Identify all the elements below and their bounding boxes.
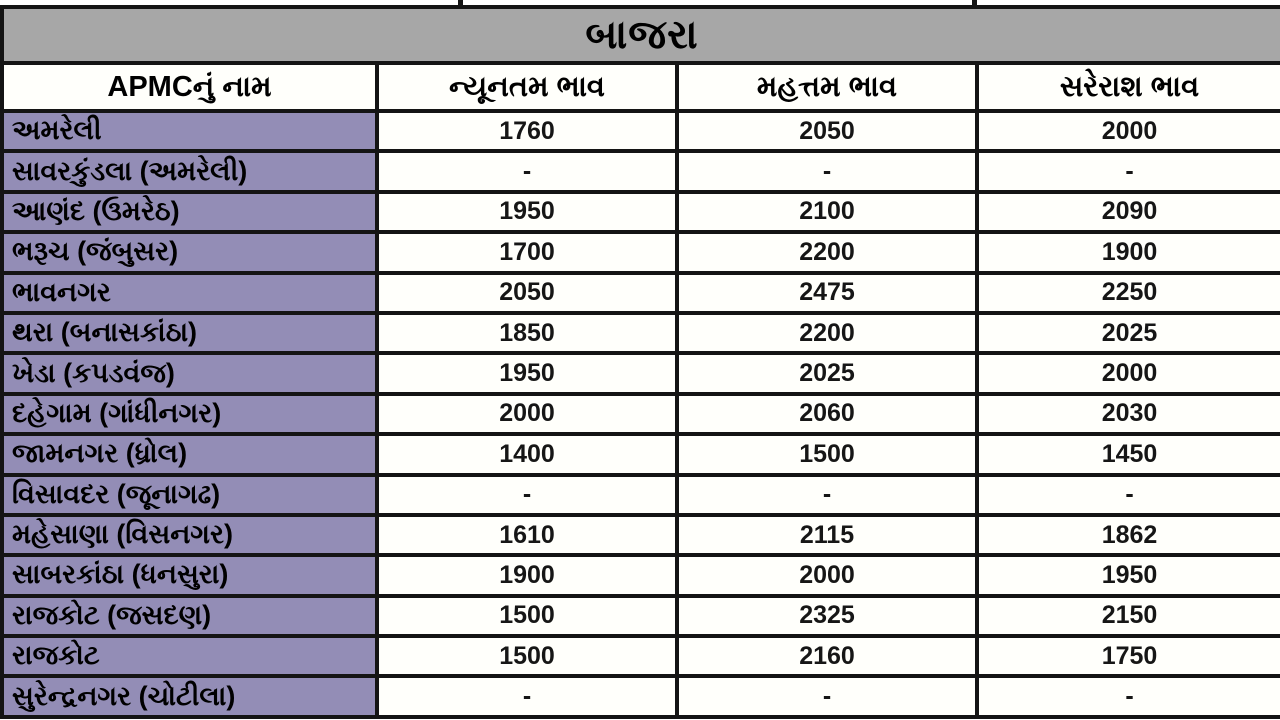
max-price-cell: 2060	[675, 391, 979, 437]
apmc-name-cell: મહેસાણા (વિસનગર)	[0, 512, 379, 558]
grid-line-stub	[972, 0, 977, 9]
table-row: વિસાવદર (જૂનાગઢ) - - -	[0, 472, 1280, 517]
avg-price-cell: 2150	[975, 593, 1280, 639]
column-header-row: APMCનું નામ ન્યૂનતમ ભાવ મહત્તમ ભાવ સરેરા…	[0, 61, 1280, 113]
apmc-name-cell: ખેડા (કપડવંજ)	[0, 351, 379, 396]
max-price-cell: 2000	[675, 553, 979, 598]
apmc-name-cell: રાજકોટ (જસદણ)	[0, 593, 379, 639]
min-price-cell: -	[375, 674, 679, 719]
table-row: જામનગર (ધ્રોલ) 1400 1500 1450	[0, 432, 1280, 477]
avg-price-cell: -	[975, 674, 1280, 719]
avg-price-cell: 2030	[975, 391, 1280, 437]
min-price-cell: 1500	[375, 593, 679, 639]
avg-price-cell: -	[975, 472, 1280, 517]
table-row: રાજકોટ 1500 2160 1750	[0, 634, 1280, 679]
table-row: અમરેલી 1760 2050 2000	[0, 108, 1280, 154]
apmc-name-cell: સુરેન્દ્રનગર (ચોટીલા)	[0, 674, 379, 719]
table-row: ખેડા (કપડવંજ) 1950 2025 2000	[0, 351, 1280, 396]
avg-price-cell: 2025	[975, 310, 1280, 356]
max-price-cell: 2025	[675, 351, 979, 396]
min-price-cell: 1850	[375, 310, 679, 356]
apmc-name-cell: જામનગર (ધ્રોલ)	[0, 432, 379, 477]
apmc-name-cell: સાવરકુંડલા (અમરેલી)	[0, 149, 379, 194]
max-price-cell: 2325	[675, 593, 979, 639]
table-row: ભાવનગર 2050 2475 2250	[0, 270, 1280, 315]
max-price-cell: 2200	[675, 230, 979, 275]
apmc-name-cell: દહેગામ (ગાંધીનગર)	[0, 391, 379, 437]
max-price-cell: 1500	[675, 432, 979, 477]
min-price-cell: -	[375, 149, 679, 194]
avg-price-cell: 1900	[975, 230, 1280, 275]
avg-price-cell: 2250	[975, 270, 1280, 315]
table-row: સાબરકાંઠા (ધનસુરા) 1900 2000 1950	[0, 553, 1280, 598]
avg-price-cell: 2000	[975, 351, 1280, 396]
column-header-apmc-name: APMCનું નામ	[0, 61, 379, 113]
table-row: થરા (બનાસકાંઠા) 1850 2200 2025	[0, 310, 1280, 356]
max-price-cell: 2475	[675, 270, 979, 315]
table-row: દહેગામ (ગાંધીનગર) 2000 2060 2030	[0, 391, 1280, 437]
column-header-max-price: મહત્તમ ભાવ	[675, 61, 979, 113]
avg-price-cell: 1750	[975, 634, 1280, 679]
column-header-avg-price: સરેરાશ ભાવ	[975, 61, 1280, 113]
min-price-cell: 1500	[375, 634, 679, 679]
min-price-cell: 2000	[375, 391, 679, 437]
max-price-cell: 2115	[675, 512, 979, 558]
table-body: અમરેલી 1760 2050 2000 સાવરકુંડલા (અમરેલી) - - -…	[0, 108, 1280, 719]
max-price-cell: 2100	[675, 189, 979, 235]
min-price-cell: 1900	[375, 553, 679, 598]
avg-price-cell: 1950	[975, 553, 1280, 598]
apmc-name-cell: સાબરકાંઠા (ધનસુરા)	[0, 553, 379, 598]
apmc-name-cell: ભાવનગર	[0, 270, 379, 315]
min-price-cell: 1760	[375, 108, 679, 154]
avg-price-cell: 2000	[975, 108, 1280, 154]
max-price-cell: -	[675, 149, 979, 194]
table-row: રાજકોટ (જસદણ) 1500 2325 2150	[0, 593, 1280, 639]
min-price-cell: 1400	[375, 432, 679, 477]
avg-price-cell: -	[975, 149, 1280, 194]
page-title: બાજરા	[0, 5, 1280, 65]
avg-price-cell: 1450	[975, 432, 1280, 477]
apmc-name-cell: અમરેલી	[0, 108, 379, 154]
table-row: સુરેન્દ્રનગર (ચોટીલા) - - -	[0, 674, 1280, 719]
min-price-cell: 1950	[375, 189, 679, 235]
max-price-cell: 2050	[675, 108, 979, 154]
apmc-name-cell: થરા (બનાસકાંઠા)	[0, 310, 379, 356]
max-price-cell: -	[675, 674, 979, 719]
avg-price-cell: 2090	[975, 189, 1280, 235]
apmc-name-cell: વિસાવદર (જૂનાગઢ)	[0, 472, 379, 517]
apmc-name-cell: ભરૂચ (જંબુસર)	[0, 230, 379, 275]
min-price-cell: 1700	[375, 230, 679, 275]
min-price-cell: 1610	[375, 512, 679, 558]
max-price-cell: -	[675, 472, 979, 517]
max-price-cell: 2200	[675, 310, 979, 356]
avg-price-cell: 1862	[975, 512, 1280, 558]
max-price-cell: 2160	[675, 634, 979, 679]
grid-line-stub	[458, 0, 463, 9]
apmc-name-cell: આણંદ (ઉમરેઠ)	[0, 189, 379, 235]
table-row: આણંદ (ઉમરેઠ) 1950 2100 2090	[0, 189, 1280, 235]
min-price-cell: -	[375, 472, 679, 517]
min-price-cell: 1950	[375, 351, 679, 396]
title-row: બાજરા	[0, 5, 1280, 65]
apmc-price-table: બાજરા APMCનું નામ ન્યૂનતમ ભાવ મહત્તમ ભાવ…	[0, 5, 1280, 719]
table-row: મહેસાણા (વિસનગર) 1610 2115 1862	[0, 512, 1280, 558]
min-price-cell: 2050	[375, 270, 679, 315]
table-row: સાવરકુંડલા (અમરેલી) - - -	[0, 149, 1280, 194]
table-row: ભરૂચ (જંબુસર) 1700 2200 1900	[0, 230, 1280, 275]
apmc-name-cell: રાજકોટ	[0, 634, 379, 679]
column-header-min-price: ન્યૂનતમ ભાવ	[375, 61, 679, 113]
